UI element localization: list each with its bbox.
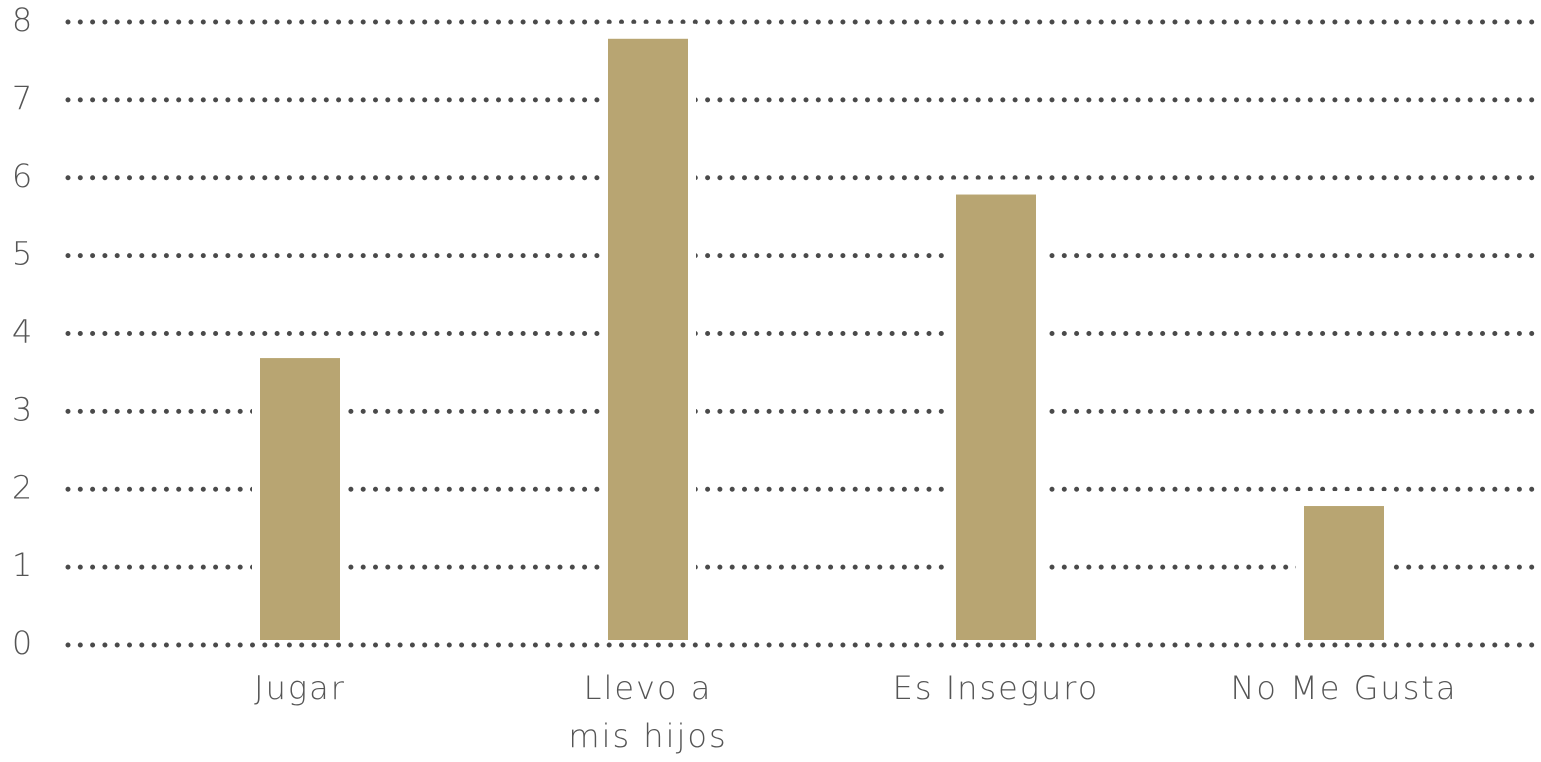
bar	[956, 194, 1036, 640]
x-tick-label: No Me Gusta	[1230, 669, 1458, 707]
y-tick-label: 8	[12, 1, 32, 39]
y-tick-label: 3	[12, 390, 32, 428]
y-tick-label: 2	[12, 468, 32, 506]
bar	[1304, 506, 1384, 640]
y-tick-label: 0	[12, 624, 32, 662]
y-tick-label: 6	[12, 157, 32, 195]
y-tick-label: 1	[12, 546, 32, 584]
x-tick-label: Jugar	[254, 669, 346, 707]
x-tick-label: Llevo a mis hijos	[568, 669, 728, 755]
y-tick-label: 4	[12, 313, 32, 351]
bar	[260, 358, 340, 640]
y-tick-label: 7	[12, 79, 32, 117]
y-tick-label: 5	[12, 235, 32, 273]
x-tick-label: Es Inseguro	[892, 669, 1100, 707]
bar	[608, 38, 688, 641]
